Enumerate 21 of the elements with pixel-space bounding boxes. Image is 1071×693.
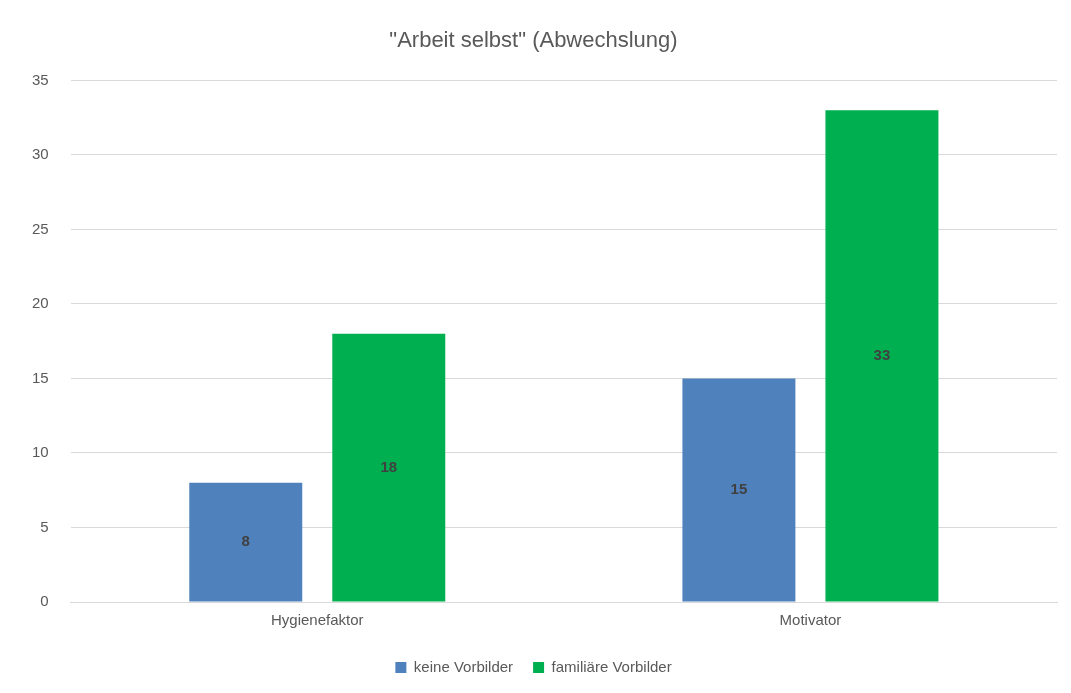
y-tick-label: 25 <box>32 219 49 237</box>
y-tick-label: 30 <box>32 145 49 163</box>
bar <box>189 482 303 602</box>
x-tick-label: Motivator <box>779 611 842 629</box>
legend-label: keine Vorbilder <box>413 657 514 675</box>
data-label: 33 <box>873 345 891 363</box>
bar <box>682 378 796 602</box>
data-label: 18 <box>380 457 398 475</box>
legend-label: familiäre Vorbilder <box>551 657 672 675</box>
y-tick-label: 20 <box>32 294 49 312</box>
y-tick-label: 35 <box>32 70 49 88</box>
data-label: 8 <box>241 532 250 550</box>
data-label: 15 <box>730 480 748 498</box>
bar <box>825 110 939 602</box>
chart-title: "Arbeit selbst" (Abwechslung) <box>389 27 678 53</box>
y-tick-label: 15 <box>32 368 49 386</box>
y-tick-label: 5 <box>40 517 49 535</box>
y-tick-label: 10 <box>32 443 49 461</box>
bar <box>332 333 446 602</box>
x-tick-label: Hygienefaktor <box>270 611 364 629</box>
y-tick-label: 0 <box>40 592 49 610</box>
